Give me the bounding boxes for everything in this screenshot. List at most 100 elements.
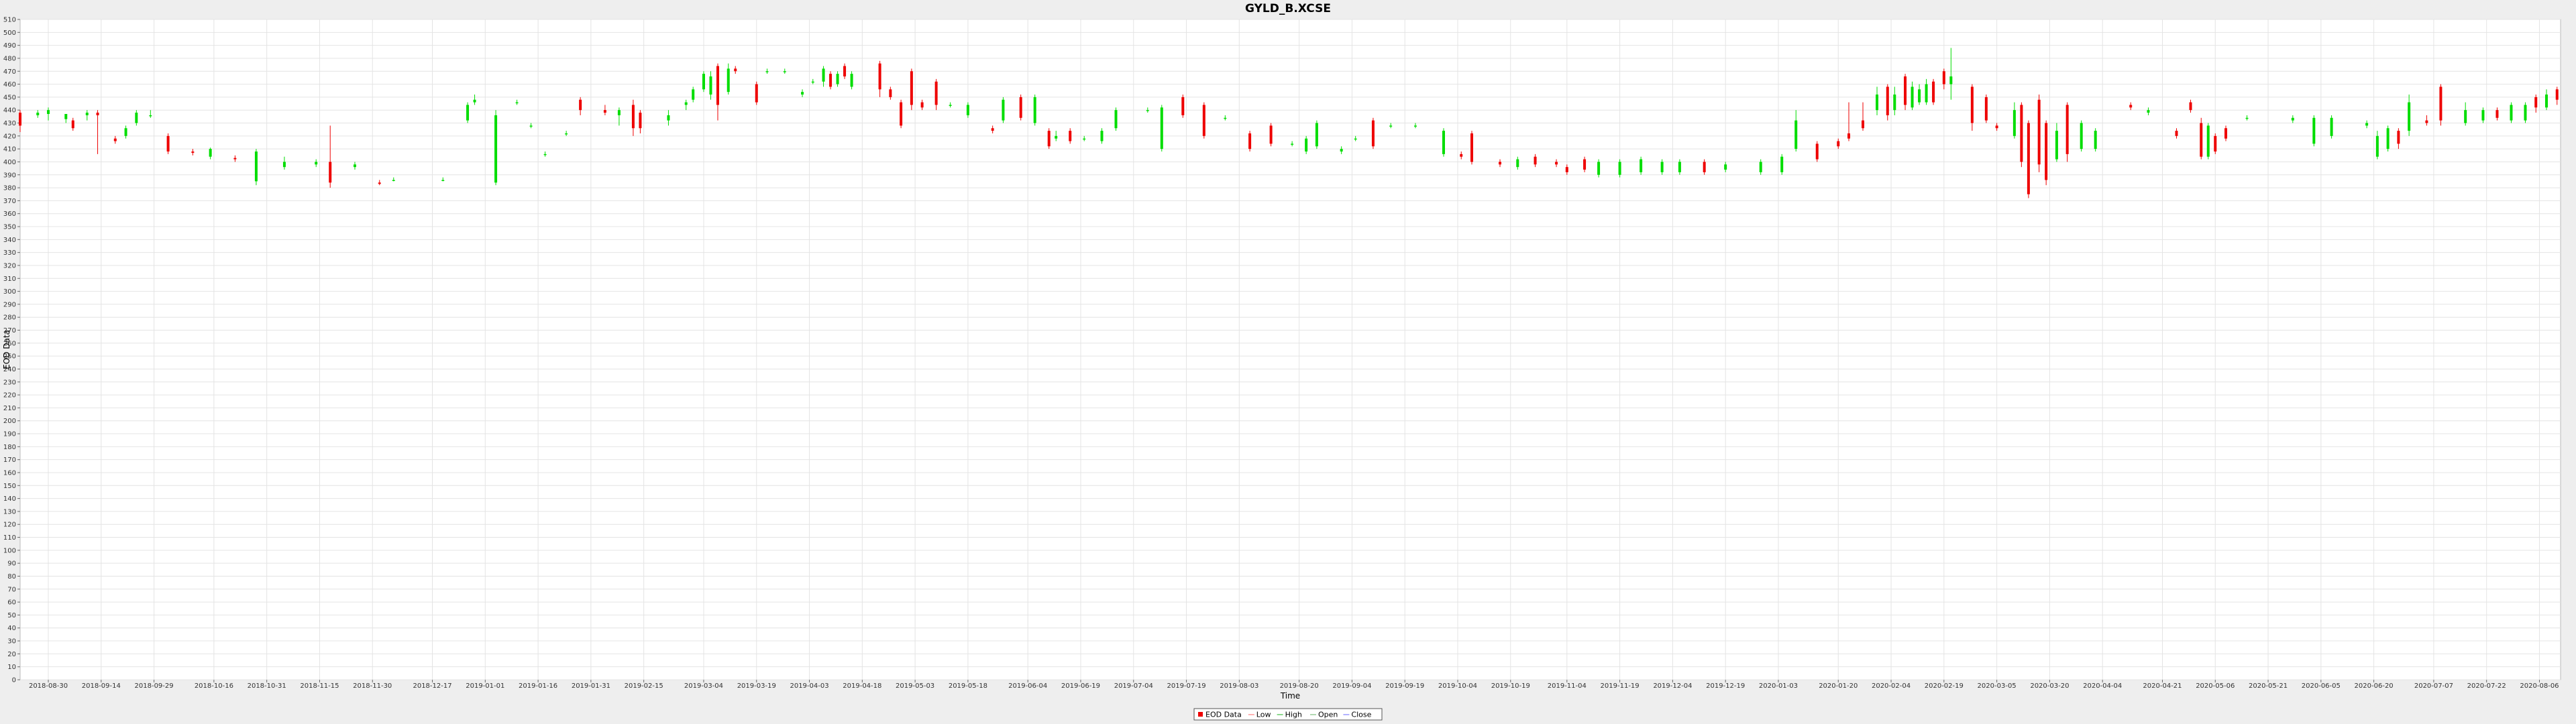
candle-body xyxy=(667,115,670,121)
candle-body xyxy=(2386,128,2390,149)
candle-body xyxy=(1389,125,1393,127)
y-axis-label: EOD Data xyxy=(2,330,11,369)
x-tick-label: 2019-04-03 xyxy=(790,682,828,690)
candle xyxy=(1354,135,1357,141)
candle-body xyxy=(2206,125,2210,157)
candle-body xyxy=(1146,110,1149,111)
candle-body xyxy=(135,113,138,123)
candle xyxy=(1340,146,1343,154)
y-tick-label: 210 xyxy=(3,405,16,412)
legend-swatch xyxy=(1198,712,1203,717)
candle-body xyxy=(920,102,924,108)
candle xyxy=(1618,159,1621,178)
x-tick-label: 2019-08-03 xyxy=(1220,682,1258,690)
candle xyxy=(2534,95,2538,113)
candle xyxy=(1389,123,1393,129)
candle xyxy=(991,125,994,133)
candle xyxy=(85,110,89,121)
legend-box xyxy=(1193,708,1383,721)
candle xyxy=(1780,154,1784,175)
x-tick-label: 2020-06-05 xyxy=(2302,682,2341,690)
x-tick-label: 2019-10-04 xyxy=(1438,682,1477,690)
candle xyxy=(149,110,152,118)
x-axis-label: Time xyxy=(1280,691,1300,701)
y-tick-label: 120 xyxy=(3,522,16,529)
candle-body xyxy=(617,110,621,115)
candle-body xyxy=(315,162,318,165)
candle-body xyxy=(2439,86,2443,121)
x-tick-label: 2018-12-17 xyxy=(413,682,451,690)
candle-body xyxy=(2312,117,2316,144)
candle xyxy=(1886,84,1889,121)
x-tick-label: 2018-10-16 xyxy=(195,682,233,690)
y-tick-label: 160 xyxy=(3,469,16,477)
candle xyxy=(473,95,476,105)
y-tick-label: 80 xyxy=(7,573,16,581)
candle-body xyxy=(822,68,825,82)
candle xyxy=(2425,115,2428,126)
candle-body xyxy=(2037,99,2041,165)
legend-entry: EOD Data xyxy=(1205,711,1242,719)
candle-body xyxy=(1942,71,1945,84)
candle xyxy=(392,177,395,182)
candle-body xyxy=(282,162,286,168)
y-tick-label: 360 xyxy=(3,210,16,218)
candle-body xyxy=(441,180,445,181)
candle xyxy=(1918,84,1921,105)
candle-body xyxy=(2397,131,2400,144)
candle-body xyxy=(727,68,730,93)
candle xyxy=(1970,84,1974,131)
candle xyxy=(2439,84,2443,126)
x-tick-label: 2019-03-19 xyxy=(737,682,776,690)
candle-body xyxy=(709,76,712,95)
candle xyxy=(2045,120,2048,186)
candle xyxy=(579,97,582,115)
candle-body xyxy=(2012,110,2016,136)
candle xyxy=(166,133,170,154)
candle xyxy=(2129,102,2133,111)
candle xyxy=(2397,128,2400,149)
candle xyxy=(617,107,621,126)
x-tick-label: 2018-10-31 xyxy=(248,682,286,690)
candle-body xyxy=(702,74,705,90)
candle xyxy=(2464,102,2467,126)
candle xyxy=(1678,159,1681,175)
candle-body xyxy=(2544,95,2548,108)
candle-body xyxy=(1516,159,1519,168)
candle xyxy=(878,60,881,97)
candle-body xyxy=(1837,141,1840,147)
candle-body xyxy=(233,158,237,160)
candle xyxy=(836,71,839,87)
legend-entry: High xyxy=(1285,711,1302,719)
y-tick-label: 140 xyxy=(3,495,16,503)
candle xyxy=(233,155,237,162)
x-tick-label: 2018-08-30 xyxy=(29,682,68,690)
x-tick-label: 2020-05-21 xyxy=(2249,682,2288,690)
candle xyxy=(209,147,212,160)
legend-entry: Close xyxy=(1351,711,1371,719)
candle xyxy=(1315,120,1318,149)
candle xyxy=(2224,125,2228,141)
candle-body xyxy=(71,120,74,129)
candle xyxy=(124,125,127,139)
candle-body xyxy=(2365,123,2369,126)
candle xyxy=(889,86,892,100)
candle xyxy=(2408,95,2411,136)
x-tick-label: 2020-04-21 xyxy=(2143,682,2182,690)
candle-body xyxy=(878,63,881,90)
candle xyxy=(64,113,68,123)
candle-body xyxy=(2408,102,2411,131)
y-tick-label: 230 xyxy=(3,379,16,386)
candle xyxy=(2544,89,2548,111)
candle-body xyxy=(910,71,913,105)
candle-body xyxy=(1460,154,1463,157)
candle-body xyxy=(2045,123,2048,180)
candle xyxy=(1442,128,1445,157)
y-tick-label: 450 xyxy=(3,94,16,101)
candle xyxy=(282,156,286,170)
candle-body xyxy=(1499,162,1502,165)
candle-body xyxy=(1618,162,1621,175)
candle xyxy=(1224,115,1227,121)
candle-body xyxy=(2080,123,2083,149)
